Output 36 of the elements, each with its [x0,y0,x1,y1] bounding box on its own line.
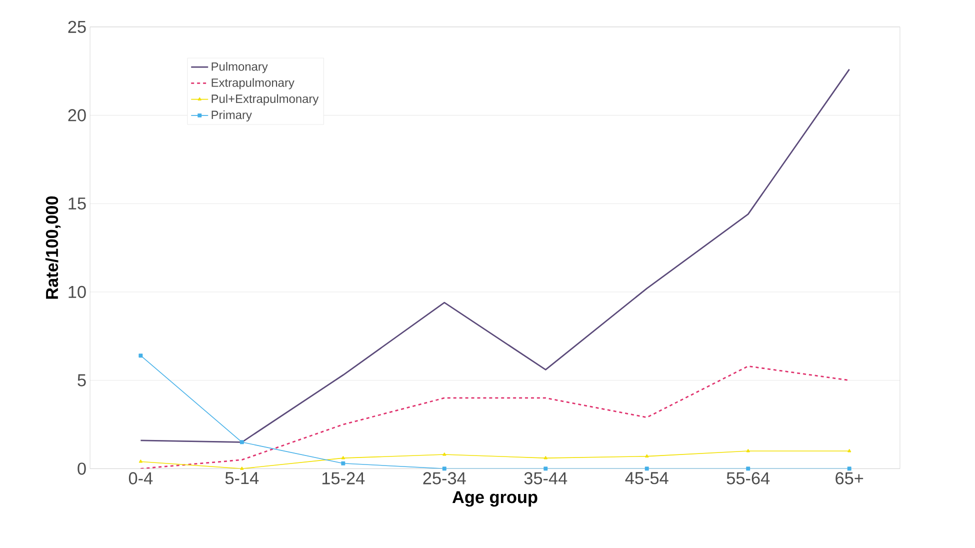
y-tick-label: 10 [68,286,86,298]
legend-label: Extrapulmonary [212,78,294,90]
point [341,462,346,466]
point [746,449,750,452]
x-tick-label: 5-14 [225,472,259,484]
point [645,454,649,458]
legend-label: Primary [212,110,252,122]
y-axis-title: Rate/100,000 [45,196,61,299]
y-tick-label: 5 [78,374,86,386]
point [138,460,142,463]
point [240,466,244,470]
point [847,466,852,471]
legend-label: Pul+Extrapulmonary [212,94,319,106]
point [240,440,244,444]
point [138,354,143,358]
y-tick-label: 20 [68,109,86,122]
x-tick-label: 15-24 [322,472,365,485]
point [442,452,446,456]
point [544,466,548,471]
x-tick-label: 35-44 [524,472,568,485]
y-tick-label: 0 [78,462,86,475]
x-tick-label: 55-64 [726,472,770,485]
x-tick-label: 0-4 [128,472,153,485]
point [341,456,345,460]
x-tick-label: 45-54 [625,472,668,484]
x-tick-label: 25-34 [423,472,466,485]
legend-label: Pulmonary [212,62,268,74]
x-axis-title: Age group [452,491,538,507]
point [442,466,446,471]
point [746,466,750,471]
point [544,456,548,460]
y-tick-label: 15 [68,198,86,210]
point [644,466,649,471]
x-tick-label: 65+ [836,472,864,485]
y-tick-label: 25 [68,20,86,34]
point [848,449,852,452]
